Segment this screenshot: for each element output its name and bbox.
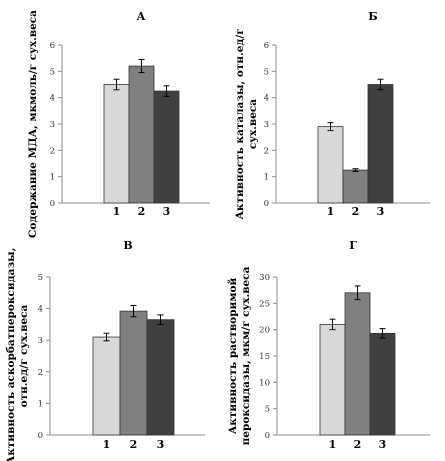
chart-1-category-label: 2 (138, 205, 146, 218)
chart-4-bar-1 (319, 323, 346, 436)
chart-4-bar-2 (344, 292, 371, 436)
chart-2-bar-1 (317, 126, 344, 204)
chart-3-y-tick-label: 1 (38, 399, 43, 409)
chart-3-category-label: 2 (130, 438, 138, 451)
chart-4-bar-3 (369, 332, 396, 436)
chart-4-y-tick-label: 0 (265, 431, 270, 441)
chart-2-category-label: 1 (327, 205, 335, 218)
chart-1-y-tick-label: 4 (50, 94, 55, 104)
chart-3-y-tick-label: 0 (38, 431, 43, 441)
chart-1-category-label: 1 (113, 205, 121, 218)
chart-4-y-axis-label: пероксидазы, мкм/г сух.веса (240, 266, 252, 445)
chart-2-y-axis-label: сух.веса (247, 99, 259, 149)
chart-1-y-tick-label: 3 (50, 120, 55, 130)
chart-4-y-tick-label: 30 (259, 273, 270, 283)
chart-4-y-tick-label: 10 (259, 378, 270, 388)
chart-1-title: А (137, 10, 146, 23)
chart-2-bar-2 (342, 169, 369, 204)
chart-2-y-tick-label: 6 (264, 41, 269, 51)
chart-1-y-tick-label: 1 (50, 173, 55, 183)
chart-1-y-axis-label: Содержание МДА, мкмоль/г сух.веса (27, 10, 39, 238)
chart-3-category-label: 1 (103, 438, 111, 451)
chart-4-y-axis-label: Активность растворимой (227, 278, 239, 435)
chart-4-y-tick-label: 20 (259, 326, 270, 336)
chart-3-y-tick-label: 2 (38, 368, 43, 378)
chart-3-bar-2 (119, 310, 148, 436)
chart-4-y-tick-label: 25 (259, 299, 270, 309)
chart-2-category-label: 3 (377, 205, 385, 218)
chart-1-y-tick-label: 5 (50, 67, 55, 77)
chart-2-y-tick-label: 4 (264, 94, 269, 104)
chart-1-category-label: 3 (163, 205, 171, 218)
chart-3-category-label: 3 (157, 438, 165, 451)
chart-1-bar-1 (103, 84, 130, 204)
chart-4-category-label: 3 (379, 438, 387, 451)
chart-3-y-tick-label: 5 (38, 273, 43, 283)
chart-3-y-axis-label: отн.ед/г сух.веса (18, 304, 30, 407)
chart-1-y-tick-label: 0 (50, 199, 55, 209)
chart-2-y-tick-label: 0 (264, 199, 269, 209)
chart-1-y-tick-label: 6 (50, 41, 55, 51)
chart-4-y-tick-label: 5 (265, 405, 270, 415)
chart-3-title: В (123, 239, 132, 252)
chart-2-title: Б (368, 10, 377, 23)
chart-3-y-axis-label: Активность аскорбатпероксидазы, (5, 248, 17, 461)
chart-4-title: Г (349, 239, 357, 252)
chart-1-bar-2 (128, 65, 155, 204)
chart-2-category-label: 2 (352, 205, 360, 218)
chart-2-y-tick-label: 2 (264, 146, 269, 156)
chart-3-bar-3 (146, 319, 175, 436)
chart-1-y-tick-label: 2 (50, 146, 55, 156)
chart-2-y-axis-label: Активность каталазы, отн.ед/г (234, 28, 246, 219)
chart-2-y-tick-label: 3 (264, 120, 269, 130)
chart-4-category-label: 2 (354, 438, 362, 451)
chart-4-y-tick-label: 15 (259, 352, 270, 362)
chart-3-y-tick-label: 3 (38, 336, 43, 346)
chart-4-category-label: 1 (329, 438, 337, 451)
chart-3-y-tick-label: 4 (38, 305, 43, 315)
chart-2-y-tick-label: 5 (264, 67, 269, 77)
chart-2-bar-3 (367, 84, 394, 204)
chart-3-bar-1 (92, 336, 121, 436)
chart-1-bar-3 (153, 90, 180, 204)
chart-2-y-tick-label: 1 (264, 173, 269, 183)
